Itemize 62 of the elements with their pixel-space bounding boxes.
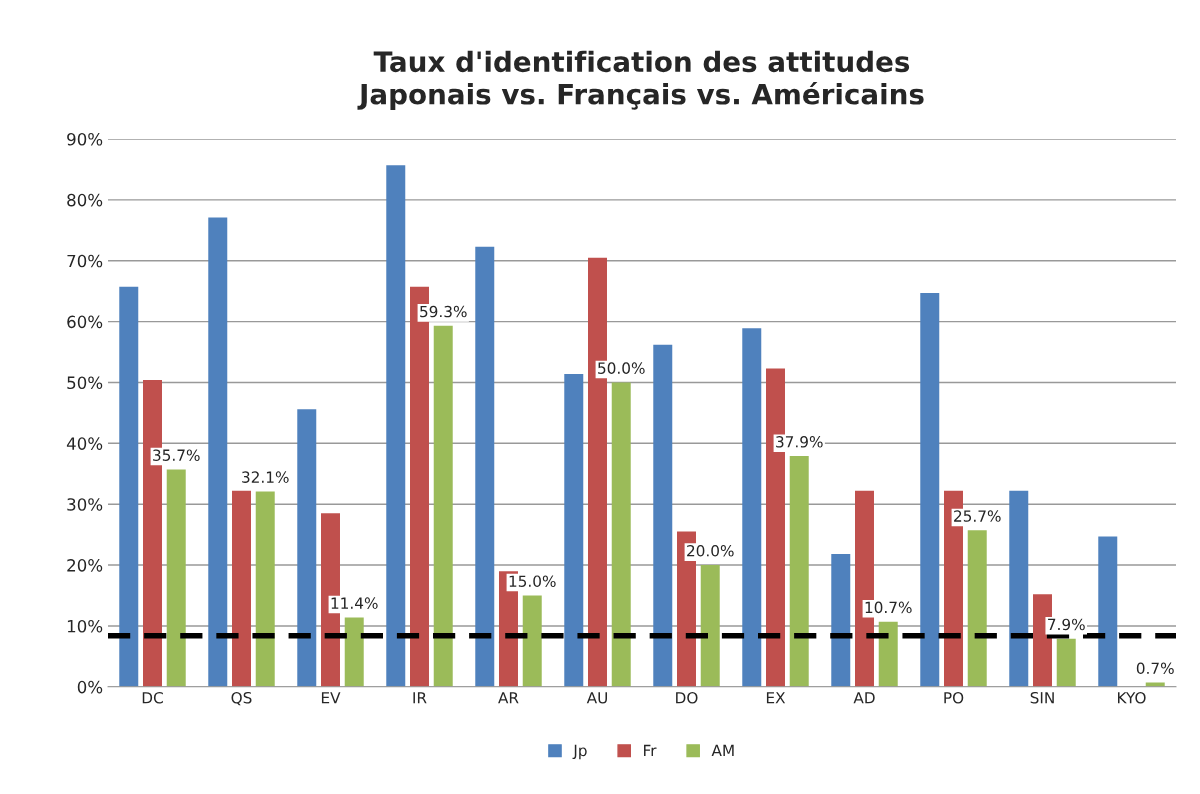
bar [1056, 638, 1076, 687]
bar [789, 456, 809, 687]
bar [878, 621, 898, 687]
bar [386, 165, 406, 687]
y-tick-label: 90% [67, 132, 103, 146]
bar [119, 286, 139, 687]
bar [522, 595, 542, 687]
y-tick-label: 40% [66, 437, 103, 450]
y-tick-label: 30% [67, 498, 103, 511]
bar [831, 554, 851, 687]
data-label: 59.3% [420, 305, 467, 318]
x-tick-label: EV [321, 692, 341, 704]
data-label: 25.7% [954, 510, 1001, 522]
x-tick-label: KYO [1118, 691, 1146, 704]
bar [1009, 490, 1029, 687]
data-label: 20.0% [687, 544, 734, 557]
x-tick-label: PO [944, 691, 964, 704]
bar [920, 292, 940, 687]
bar [208, 217, 228, 687]
x-tick-label: EX [766, 692, 786, 704]
data-label: 7.9% [1048, 618, 1085, 631]
data-label: 35.7% [153, 449, 200, 461]
x-tick-label: QS [231, 691, 252, 706]
legend-label: AM [711, 744, 734, 756]
bar [297, 409, 317, 687]
bar [967, 530, 987, 687]
y-tick-label: 0% [77, 680, 103, 694]
x-tick-label: AD [853, 692, 875, 704]
y-tick-label: 80% [67, 193, 103, 207]
x-tick-label: DO [676, 691, 698, 704]
bar [232, 490, 251, 687]
legend-label: Fr [644, 744, 657, 756]
bar [564, 373, 584, 687]
bar [700, 565, 720, 687]
bar [433, 325, 453, 687]
x-tick-label: DC [142, 691, 163, 704]
bar [475, 246, 495, 687]
data-label: 32.1% [242, 471, 289, 483]
y-tick-label: 10% [67, 619, 103, 633]
x-tick-label: IR [413, 692, 427, 704]
legend-label: Jp [572, 744, 587, 760]
bar [742, 328, 762, 687]
data-label: 15.0% [509, 575, 556, 587]
x-tick-label: AU [586, 692, 607, 704]
bar [1098, 536, 1118, 687]
x-tick-label: SIN [1030, 691, 1054, 704]
x-tick-label: AR [498, 692, 519, 704]
y-tick-label: 50% [67, 376, 103, 390]
y-tick-label: 20% [67, 559, 103, 572]
data-label: 10.7% [865, 601, 912, 614]
chart-title: Taux d'identification des attitudes Japonais vs. Français vs. Américains [357, 50, 924, 110]
bar [611, 382, 631, 687]
y-tick-label: 70% [67, 254, 103, 268]
bar [653, 344, 673, 687]
bar [166, 469, 186, 687]
data-label: 11.4% [331, 597, 378, 609]
y-tick-label: 60% [67, 315, 103, 329]
data-label: 0.7% [1136, 662, 1174, 675]
bar [255, 491, 275, 687]
data-label: 37.9% [776, 436, 823, 448]
data-label: 50.0% [598, 362, 645, 374]
bar [344, 617, 364, 687]
